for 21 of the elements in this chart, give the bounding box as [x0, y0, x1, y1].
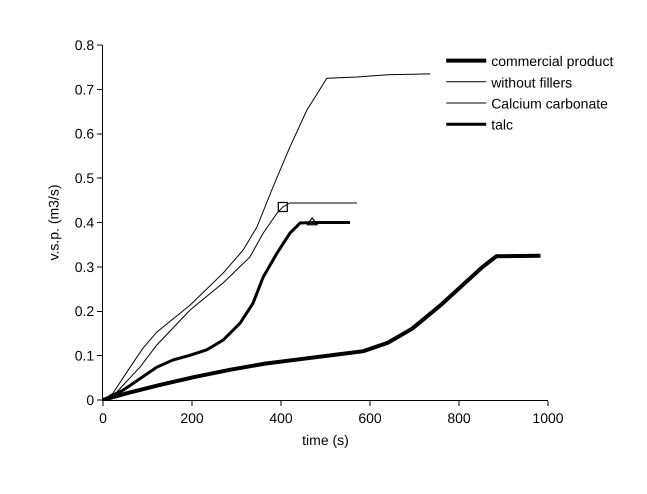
y-tick-label: 0.7 — [74, 81, 94, 98]
y-tick-label: 0.1 — [74, 348, 94, 364]
x-tick-label: 800 — [447, 410, 471, 426]
y-tick-label: 0 — [86, 392, 94, 408]
x-axis-title: time (s) — [302, 432, 349, 448]
y-tick-label: 0.6 — [74, 126, 94, 142]
y-tick-label: 0.2 — [74, 303, 94, 320]
x-tick-label: 200 — [180, 410, 204, 426]
legend-label: commercial product — [491, 53, 614, 70]
y-tick-label: 0.8 — [74, 36, 94, 53]
legend-label: without fillers — [490, 74, 572, 90]
legend-label: talc — [491, 116, 513, 133]
legend-label: Calcium carbonate — [491, 95, 608, 112]
x-tick-label: 600 — [358, 410, 382, 426]
y-axis-title: v.s.p. (m3/s) — [45, 184, 62, 260]
x-tick-label: 1000 — [532, 410, 564, 426]
y-tick-label: 0.4 — [74, 214, 94, 230]
y-tick-label: 0.3 — [74, 258, 94, 275]
x-tick-label: 0 — [99, 410, 108, 426]
y-tick-label: 0.5 — [74, 170, 94, 186]
x-tick-label: 400 — [269, 410, 293, 426]
